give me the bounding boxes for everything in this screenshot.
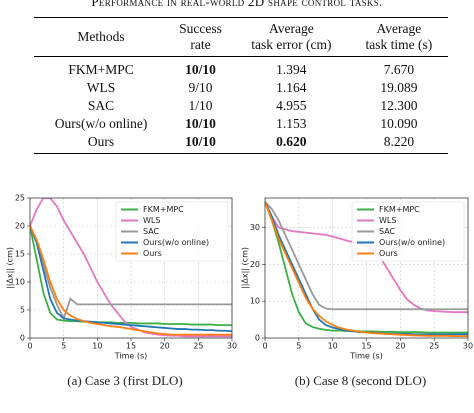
y-tick-label: 20: [15, 222, 25, 231]
legend-label: Ours(w/o online): [379, 238, 445, 247]
legend-label: Ours: [143, 249, 162, 258]
y-tick-label: 15: [15, 250, 25, 259]
table-row: SAC 1/10 4.955 12.300: [34, 97, 448, 115]
table-row: Ours(w/o online) 10/10 1.153 10.090: [34, 115, 448, 133]
header-line: rate: [190, 37, 211, 52]
x-tick-label: 20: [395, 342, 405, 351]
table-cell: 1.164: [276, 80, 307, 95]
series-line: [265, 201, 468, 311]
header-cell: Average task time (s): [349, 17, 448, 57]
table-cell: SAC: [87, 98, 115, 113]
series-line: [30, 225, 232, 333]
table-cell: 12.300: [380, 98, 418, 113]
y-tick-label: 20: [250, 260, 260, 269]
table-row: WLS 9/10 1.164 19.089: [34, 79, 448, 97]
table-caption: Performance in real-world 2D shape contr…: [91, 0, 383, 9]
legend-label: FKM+MPC: [143, 205, 184, 214]
table-cell: 10/10: [168, 133, 233, 154]
legend-label: FKM+MPC: [379, 205, 420, 214]
x-tick-label: 5: [61, 342, 66, 351]
series-line: [30, 225, 232, 327]
header-cell: Average task error (cm): [232, 17, 350, 57]
x-tick-label: 30: [227, 342, 237, 351]
y-tick-label: 0: [255, 334, 260, 343]
table-cell: 1.394: [276, 62, 307, 77]
results-table: Methods Success rate Average task error (cm)…: [34, 17, 448, 154]
plot-frame: [29, 197, 233, 339]
subfigure-caption: (b) Case 8 (second DLO): [295, 373, 426, 388]
header-line: task time (s): [365, 37, 433, 52]
x-tick-label: 0: [27, 342, 32, 351]
x-tick-label: 30: [463, 342, 473, 351]
table-cell: 8.220: [349, 133, 448, 154]
x-axis-label: Time (s): [114, 352, 148, 361]
table-cell: 9/10: [188, 80, 213, 95]
plot-frame: [264, 197, 469, 339]
table-cell: 1.153: [276, 116, 307, 131]
table-cell: 19.089: [380, 80, 418, 95]
table-cell: 0.620: [232, 133, 350, 154]
x-tick-label: 20: [160, 342, 170, 351]
x-tick-label: 10: [328, 342, 338, 351]
header-cell: Success rate: [168, 17, 233, 57]
x-tick-label: 5: [296, 342, 301, 351]
x-tick-label: 25: [429, 342, 439, 351]
y-tick-label: 30: [250, 223, 260, 232]
x-tick-label: 10: [92, 342, 102, 351]
legend-label: SAC: [143, 227, 160, 236]
legend-box: [115, 201, 229, 262]
table-cell: 4.955: [276, 98, 307, 113]
legend-label: Ours: [379, 249, 398, 258]
y-tick-label: 10: [15, 278, 25, 287]
y-tick-label: 10: [250, 297, 260, 306]
table-cell: Ours(w/o online): [54, 116, 148, 131]
header-line: Average: [269, 21, 314, 36]
x-tick-label: 25: [193, 342, 203, 351]
table-cell: 10.090: [380, 116, 418, 131]
y-axis-label: ||Δx|| (cm): [6, 247, 15, 289]
legend-label: SAC: [379, 227, 396, 236]
series-line: [30, 198, 232, 338]
x-tick-label: 15: [361, 342, 371, 351]
series-line: [30, 225, 232, 336]
header-line: Average: [376, 21, 422, 36]
x-axis-label: Time (s): [349, 352, 383, 361]
series-line: [265, 201, 468, 334]
y-tick-label: 5: [20, 306, 25, 315]
subfigure-caption: (a) Case 3 (first DLO): [67, 373, 183, 388]
series-line: [265, 201, 468, 338]
table-row: Ours 10/10 0.620 8.220: [34, 133, 448, 154]
table-cell: 10/10: [185, 116, 216, 131]
y-tick-label: 0: [20, 334, 25, 343]
header-cell: Methods: [34, 17, 169, 57]
legend-box: [351, 201, 465, 262]
table-row: FKM+MPC 10/10 1.394 7.670: [34, 57, 448, 80]
table-cell: WLS: [86, 80, 116, 95]
table-cell: FKM+MPC: [68, 62, 134, 77]
header-line: Success: [179, 21, 222, 36]
header-line: Methods: [77, 29, 125, 44]
legend-label: WLS: [379, 216, 396, 225]
y-tick-label: 25: [15, 194, 25, 203]
x-tick-label: 15: [126, 342, 136, 351]
table-cell: 10/10: [185, 62, 216, 77]
y-axis-label: ||Δx|| (cm): [241, 247, 250, 289]
legend-label: WLS: [143, 216, 160, 225]
table-cell: 7.670: [383, 62, 415, 77]
x-tick-label: 0: [262, 342, 267, 351]
header-line: task error (cm): [251, 37, 332, 52]
table-cell: 1/10: [188, 98, 213, 113]
table-cell: Ours: [34, 133, 169, 154]
legend-label: Ours(w/o online): [143, 238, 209, 247]
